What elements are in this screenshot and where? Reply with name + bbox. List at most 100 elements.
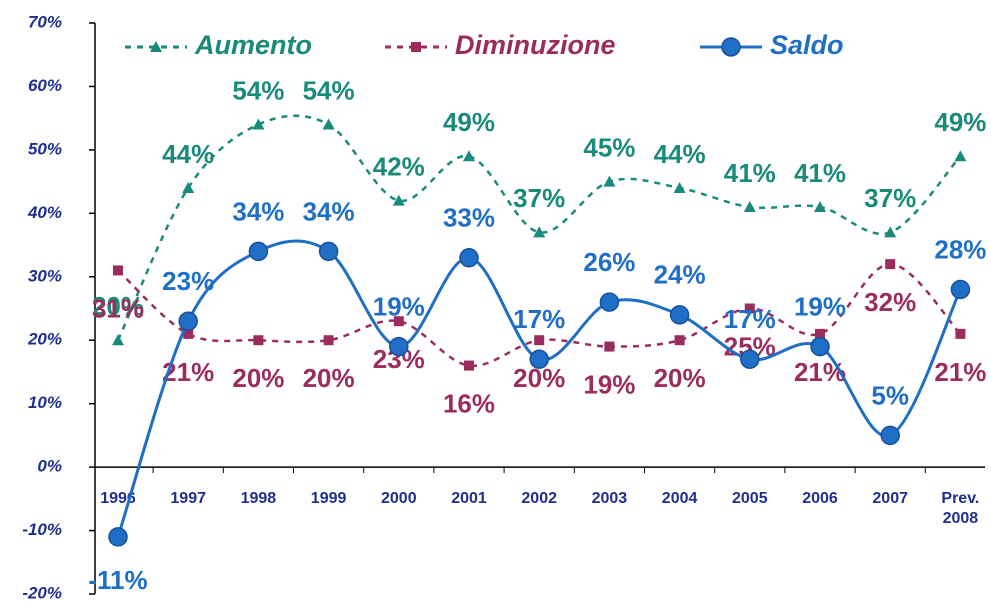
x-tick-label-box: 2003 — [591, 490, 628, 508]
marker — [810, 336, 830, 357]
x-tick-label-box: 2004 — [661, 490, 698, 508]
marker — [954, 150, 967, 162]
x-tick-label: 1996 — [100, 490, 136, 508]
data-label: 23% — [162, 266, 214, 296]
marker — [108, 527, 128, 547]
data-label: 17% — [513, 304, 565, 334]
data-label: 33% — [443, 203, 495, 233]
data-label: 54% — [303, 75, 355, 105]
data-label: 34% — [303, 196, 355, 226]
data-label: 41% — [724, 158, 776, 188]
y-tick-label: 60% — [28, 76, 62, 95]
data-label: 28% — [934, 234, 986, 264]
marker — [253, 335, 264, 346]
x-tick-label-box: 1997 — [170, 490, 206, 508]
marker — [113, 265, 123, 276]
marker — [604, 341, 615, 352]
data-label: 41% — [794, 158, 846, 188]
x-tick-label: 2006 — [802, 490, 838, 508]
y-tick-label: -20% — [22, 583, 62, 601]
x-tick-label-box: 2000 — [381, 490, 417, 508]
data-label: 5% — [871, 380, 909, 410]
marker — [599, 292, 620, 312]
x-tick-label: 2005 — [732, 490, 768, 508]
x-tick-label: 2003 — [591, 490, 628, 508]
marker — [183, 328, 194, 339]
data-label: 20% — [654, 363, 706, 393]
data-label: -11% — [88, 565, 147, 595]
series-line — [116, 239, 962, 538]
marker — [740, 349, 760, 370]
y-tick-label: 50% — [28, 139, 62, 158]
data-label: 21% — [162, 357, 214, 387]
data-label: 16% — [443, 388, 495, 418]
data-label: 37% — [864, 183, 916, 213]
x-tick-label-box: 2006 — [802, 490, 838, 508]
data-label: 19% — [583, 369, 635, 399]
data-label: 34% — [232, 196, 284, 226]
marker — [884, 226, 897, 238]
x-tick-label: 1999 — [310, 490, 347, 508]
y-tick-label: 0% — [37, 457, 62, 476]
x-tick-label-box: Prev. 2008 — [941, 490, 979, 527]
marker — [815, 328, 825, 339]
marker — [178, 311, 198, 331]
data-label: 42% — [373, 152, 425, 182]
marker — [318, 241, 339, 262]
marker — [880, 425, 900, 446]
data-label: 19% — [794, 291, 846, 321]
legend-marker — [411, 42, 421, 52]
marker — [674, 335, 685, 346]
data-label: 54% — [232, 75, 284, 105]
x-tick-label-box: 1999 — [310, 490, 347, 508]
marker — [112, 334, 124, 346]
data-label: 37% — [513, 183, 565, 213]
data-label: 31% — [92, 293, 144, 323]
x-tick-label: 1997 — [170, 490, 206, 508]
data-label: 21% — [794, 357, 846, 387]
data-label: 44% — [162, 139, 214, 169]
marker — [322, 118, 335, 130]
data-label: 44% — [654, 139, 706, 169]
marker — [814, 200, 826, 212]
marker — [389, 336, 409, 357]
data-label: 24% — [654, 260, 706, 290]
data-label: 49% — [443, 107, 495, 137]
y-tick-label: 30% — [28, 266, 62, 285]
data-label: 26% — [583, 247, 635, 277]
data-label: 20% — [232, 363, 284, 393]
data-label: 20% — [303, 363, 355, 393]
marker — [533, 226, 546, 238]
x-tick-label: 2007 — [872, 490, 908, 508]
y-tick-label: 20% — [27, 330, 62, 349]
marker — [673, 181, 686, 193]
y-tick-label: 40% — [27, 203, 62, 222]
marker — [393, 316, 404, 327]
data-label: 19% — [373, 291, 425, 321]
x-tick-label-box: 2002 — [521, 490, 557, 508]
marker — [529, 349, 549, 370]
x-tick-label-box: 2001 — [451, 490, 487, 508]
y-tick-label: -10% — [22, 520, 62, 539]
x-tick-label-box: 1998 — [241, 490, 277, 507]
legend-label: Diminuzione — [455, 30, 616, 60]
data-label: 21% — [934, 357, 986, 387]
data-label: 45% — [583, 132, 635, 162]
x-tick-label: 2000 — [381, 490, 417, 508]
marker — [669, 305, 690, 325]
marker — [182, 181, 195, 193]
marker — [955, 328, 966, 339]
y-tick-label: 70% — [28, 12, 62, 31]
legend-marker — [721, 37, 741, 57]
marker — [885, 259, 896, 270]
x-tick-label: 2001 — [451, 490, 487, 508]
x-tick-label: 2002 — [521, 490, 557, 508]
marker — [252, 118, 265, 130]
data-label: 17% — [724, 304, 776, 334]
marker — [743, 200, 756, 212]
x-tick-label: 2004 — [661, 490, 698, 508]
marker — [603, 175, 616, 187]
data-label: 20% — [92, 291, 144, 321]
marker — [950, 279, 971, 300]
